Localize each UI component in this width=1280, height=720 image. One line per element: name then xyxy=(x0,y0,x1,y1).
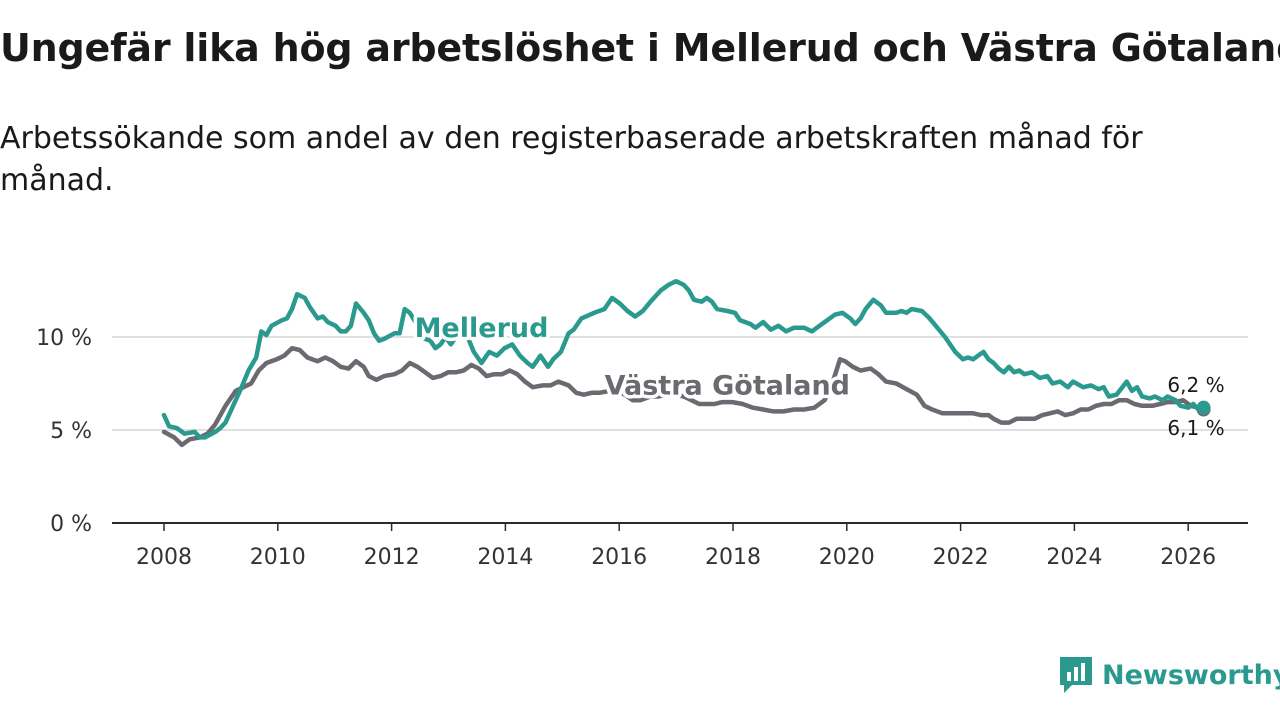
chart-subtitle: Arbetssökande som andel av den registerb… xyxy=(0,121,1143,198)
series-line-vastra-gotaland xyxy=(161,345,1206,448)
x-tick-label: 2016 xyxy=(591,545,647,570)
brand-logo: Newsworthy xyxy=(1058,654,1280,696)
brand-name: Newsworthy xyxy=(1102,659,1280,691)
series-label: Mellerud xyxy=(415,313,549,344)
y-tick-label: 10 % xyxy=(36,326,92,351)
series-label: Västra Götaland xyxy=(605,371,850,402)
end-label-mellerud: 6,2 % xyxy=(1167,373,1224,397)
series-lines xyxy=(161,278,1211,448)
x-tick-label: 2018 xyxy=(705,545,761,570)
x-tick-label: 2008 xyxy=(136,545,192,570)
x-tick-label: 2022 xyxy=(933,545,989,570)
x-tick-label: 2014 xyxy=(477,545,533,570)
x-tick-label: 2012 xyxy=(364,545,420,570)
axes: 0 % 5 % 10 % 2008 2010 2012 2014 2016 2018 2020 20… xyxy=(36,326,1248,570)
x-tick-label: 2026 xyxy=(1160,545,1216,570)
y-tick-label: 0 % xyxy=(50,512,92,537)
series-labels: Mellerud Västra Götaland 6,2 % 6,1 % xyxy=(411,310,1225,441)
newsworthy-logo-icon xyxy=(1060,657,1092,693)
series-end-marker xyxy=(1196,400,1211,415)
x-tick-label: 2020 xyxy=(819,545,875,570)
end-label-vastra-gotaland: 6,1 % xyxy=(1167,416,1224,440)
y-tick-label: 5 % xyxy=(50,419,92,444)
x-tick-label: 2024 xyxy=(1046,545,1102,570)
gridlines xyxy=(112,336,1248,431)
chart-title: Ungefär lika hög arbetslöshet i Mellerud… xyxy=(0,26,1280,70)
series-line-mellerud xyxy=(161,278,1206,440)
x-tick-label: 2010 xyxy=(250,545,306,570)
line-chart: Mellerud Västra Götaland 6,2 % 6,1 % 0 % 5 %… xyxy=(36,278,1248,570)
